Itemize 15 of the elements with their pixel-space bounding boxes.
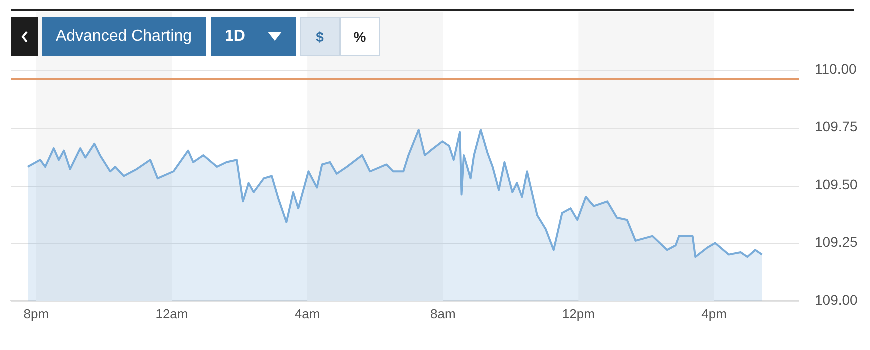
x-tick-label: 12pm (562, 306, 595, 322)
x-tick-label: 8pm (24, 306, 50, 322)
y-tick-label: 109.50 (815, 176, 858, 192)
y-tick-label: 110.00 (815, 60, 857, 77)
y-tick-label: 109.00 (815, 292, 858, 308)
percent-toggle: % (340, 17, 380, 56)
y-tick-label: 109.25 (815, 234, 858, 250)
currency-toggle: $ (300, 17, 340, 56)
x-tick-label: 12am (156, 306, 188, 322)
period-dropdown: 1D (211, 17, 296, 56)
y-tick-label: 109.75 (815, 118, 858, 135)
charting-button: Advanced Charting (42, 17, 206, 56)
x-tick-label: 8am (430, 306, 456, 322)
x-tick-label: 4pm (702, 306, 727, 322)
x-tick-label: 4am (294, 306, 320, 322)
